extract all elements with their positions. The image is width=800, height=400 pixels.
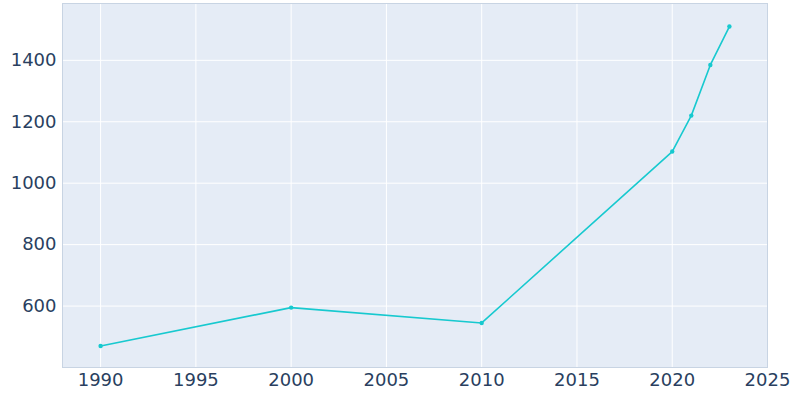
- svg-text:1000: 1000: [11, 172, 57, 193]
- svg-text:1995: 1995: [173, 369, 219, 390]
- svg-text:600: 600: [22, 295, 56, 316]
- svg-text:2025: 2025: [745, 369, 791, 390]
- svg-text:2005: 2005: [364, 369, 410, 390]
- svg-text:1400: 1400: [11, 49, 57, 70]
- svg-text:2010: 2010: [459, 369, 505, 390]
- svg-text:2015: 2015: [554, 369, 600, 390]
- svg-text:1990: 1990: [78, 369, 124, 390]
- svg-text:2000: 2000: [268, 369, 314, 390]
- svg-text:1200: 1200: [11, 111, 57, 132]
- svg-text:2020: 2020: [649, 369, 695, 390]
- svg-text:800: 800: [22, 233, 56, 254]
